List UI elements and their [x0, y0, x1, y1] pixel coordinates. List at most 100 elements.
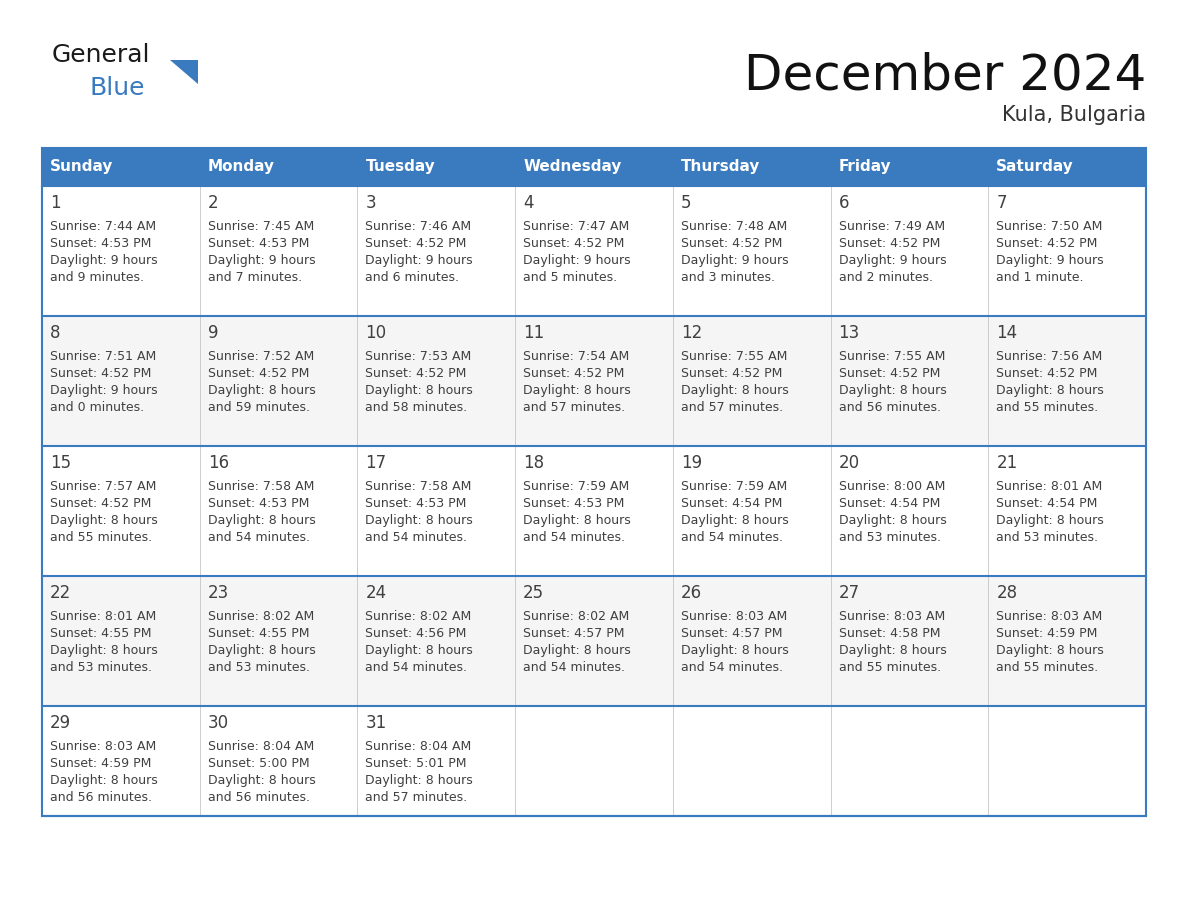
Text: Sunset: 4:54 PM: Sunset: 4:54 PM	[681, 497, 782, 510]
Text: Sunrise: 7:46 AM: Sunrise: 7:46 AM	[366, 220, 472, 233]
Text: Sunset: 4:52 PM: Sunset: 4:52 PM	[366, 367, 467, 380]
Text: and 54 minutes.: and 54 minutes.	[681, 531, 783, 544]
Text: Sunset: 4:53 PM: Sunset: 4:53 PM	[208, 237, 309, 250]
Text: 27: 27	[839, 584, 860, 602]
Text: Friday: Friday	[839, 160, 891, 174]
Text: Sunrise: 8:04 AM: Sunrise: 8:04 AM	[208, 740, 314, 753]
Text: Daylight: 8 hours: Daylight: 8 hours	[208, 384, 316, 397]
Text: Sunrise: 8:02 AM: Sunrise: 8:02 AM	[208, 610, 314, 623]
Text: Sunrise: 7:55 AM: Sunrise: 7:55 AM	[839, 350, 944, 363]
Text: Sunset: 4:53 PM: Sunset: 4:53 PM	[523, 497, 625, 510]
Text: Daylight: 8 hours: Daylight: 8 hours	[50, 514, 158, 527]
Polygon shape	[170, 60, 198, 84]
Text: Sunset: 4:52 PM: Sunset: 4:52 PM	[839, 237, 940, 250]
Text: 11: 11	[523, 324, 544, 342]
Text: Sunrise: 8:01 AM: Sunrise: 8:01 AM	[997, 480, 1102, 493]
Text: General: General	[52, 43, 151, 67]
Text: Sunrise: 8:03 AM: Sunrise: 8:03 AM	[997, 610, 1102, 623]
Bar	[42, 446, 1146, 576]
Text: Tuesday: Tuesday	[366, 160, 435, 174]
Text: and 59 minutes.: and 59 minutes.	[208, 401, 310, 414]
Text: Daylight: 8 hours: Daylight: 8 hours	[839, 514, 947, 527]
Text: 12: 12	[681, 324, 702, 342]
Text: Sunrise: 7:49 AM: Sunrise: 7:49 AM	[839, 220, 944, 233]
Text: and 53 minutes.: and 53 minutes.	[997, 531, 1098, 544]
Text: Daylight: 8 hours: Daylight: 8 hours	[997, 644, 1104, 657]
Text: Sunset: 4:57 PM: Sunset: 4:57 PM	[681, 627, 783, 640]
Text: Sunset: 4:52 PM: Sunset: 4:52 PM	[681, 237, 782, 250]
Text: Daylight: 8 hours: Daylight: 8 hours	[681, 384, 789, 397]
Text: Sunrise: 7:59 AM: Sunrise: 7:59 AM	[681, 480, 788, 493]
Text: Daylight: 9 hours: Daylight: 9 hours	[208, 254, 315, 267]
Text: and 57 minutes.: and 57 minutes.	[681, 401, 783, 414]
Text: Daylight: 8 hours: Daylight: 8 hours	[997, 384, 1104, 397]
Text: Daylight: 8 hours: Daylight: 8 hours	[208, 514, 316, 527]
Text: 24: 24	[366, 584, 386, 602]
Text: and 55 minutes.: and 55 minutes.	[839, 661, 941, 674]
Text: Sunrise: 7:52 AM: Sunrise: 7:52 AM	[208, 350, 314, 363]
Text: Daylight: 8 hours: Daylight: 8 hours	[997, 514, 1104, 527]
Text: Sunrise: 8:02 AM: Sunrise: 8:02 AM	[366, 610, 472, 623]
Text: 26: 26	[681, 584, 702, 602]
Text: and 57 minutes.: and 57 minutes.	[523, 401, 625, 414]
Text: and 54 minutes.: and 54 minutes.	[681, 661, 783, 674]
Text: and 56 minutes.: and 56 minutes.	[839, 401, 941, 414]
Text: 10: 10	[366, 324, 386, 342]
Bar	[42, 148, 1146, 186]
Text: and 6 minutes.: and 6 minutes.	[366, 271, 460, 284]
Text: and 7 minutes.: and 7 minutes.	[208, 271, 302, 284]
Text: Daylight: 8 hours: Daylight: 8 hours	[523, 644, 631, 657]
Text: 8: 8	[50, 324, 61, 342]
Text: Daylight: 9 hours: Daylight: 9 hours	[997, 254, 1104, 267]
Text: December 2024: December 2024	[744, 52, 1146, 100]
Text: and 5 minutes.: and 5 minutes.	[523, 271, 618, 284]
Text: Sunset: 4:58 PM: Sunset: 4:58 PM	[839, 627, 940, 640]
Text: Sunset: 4:52 PM: Sunset: 4:52 PM	[839, 367, 940, 380]
Text: 28: 28	[997, 584, 1017, 602]
Text: Sunset: 4:59 PM: Sunset: 4:59 PM	[997, 627, 1098, 640]
Text: and 3 minutes.: and 3 minutes.	[681, 271, 775, 284]
Text: and 53 minutes.: and 53 minutes.	[50, 661, 152, 674]
Text: Sunset: 4:52 PM: Sunset: 4:52 PM	[523, 367, 625, 380]
Text: Daylight: 8 hours: Daylight: 8 hours	[681, 644, 789, 657]
Text: Sunset: 4:53 PM: Sunset: 4:53 PM	[50, 237, 151, 250]
Text: Daylight: 8 hours: Daylight: 8 hours	[366, 384, 473, 397]
Text: 15: 15	[50, 454, 71, 472]
Text: 1: 1	[50, 194, 61, 212]
Text: and 55 minutes.: and 55 minutes.	[997, 401, 1099, 414]
Text: Daylight: 8 hours: Daylight: 8 hours	[681, 514, 789, 527]
Text: and 54 minutes.: and 54 minutes.	[208, 531, 310, 544]
Text: and 53 minutes.: and 53 minutes.	[208, 661, 310, 674]
Bar	[42, 576, 1146, 706]
Text: 5: 5	[681, 194, 691, 212]
Text: and 56 minutes.: and 56 minutes.	[208, 791, 310, 804]
Text: Wednesday: Wednesday	[523, 160, 621, 174]
Text: 31: 31	[366, 714, 386, 732]
Text: and 54 minutes.: and 54 minutes.	[366, 531, 467, 544]
Text: 6: 6	[839, 194, 849, 212]
Text: Sunrise: 8:03 AM: Sunrise: 8:03 AM	[50, 740, 157, 753]
Text: Blue: Blue	[90, 76, 145, 100]
Text: Daylight: 8 hours: Daylight: 8 hours	[208, 644, 316, 657]
Text: 23: 23	[208, 584, 229, 602]
Text: 16: 16	[208, 454, 229, 472]
Text: Sunset: 4:54 PM: Sunset: 4:54 PM	[839, 497, 940, 510]
Text: 18: 18	[523, 454, 544, 472]
Text: Thursday: Thursday	[681, 160, 760, 174]
Text: Sunday: Sunday	[50, 160, 113, 174]
Text: Sunset: 4:53 PM: Sunset: 4:53 PM	[366, 497, 467, 510]
Text: 17: 17	[366, 454, 386, 472]
Bar	[42, 186, 1146, 316]
Text: 22: 22	[50, 584, 71, 602]
Text: and 57 minutes.: and 57 minutes.	[366, 791, 468, 804]
Bar	[42, 706, 1146, 816]
Text: Sunrise: 7:53 AM: Sunrise: 7:53 AM	[366, 350, 472, 363]
Text: Sunset: 4:57 PM: Sunset: 4:57 PM	[523, 627, 625, 640]
Text: Sunset: 4:52 PM: Sunset: 4:52 PM	[681, 367, 782, 380]
Text: 4: 4	[523, 194, 533, 212]
Text: 30: 30	[208, 714, 229, 732]
Text: 9: 9	[208, 324, 219, 342]
Text: Daylight: 9 hours: Daylight: 9 hours	[366, 254, 473, 267]
Text: Sunrise: 8:04 AM: Sunrise: 8:04 AM	[366, 740, 472, 753]
Text: Daylight: 8 hours: Daylight: 8 hours	[366, 644, 473, 657]
